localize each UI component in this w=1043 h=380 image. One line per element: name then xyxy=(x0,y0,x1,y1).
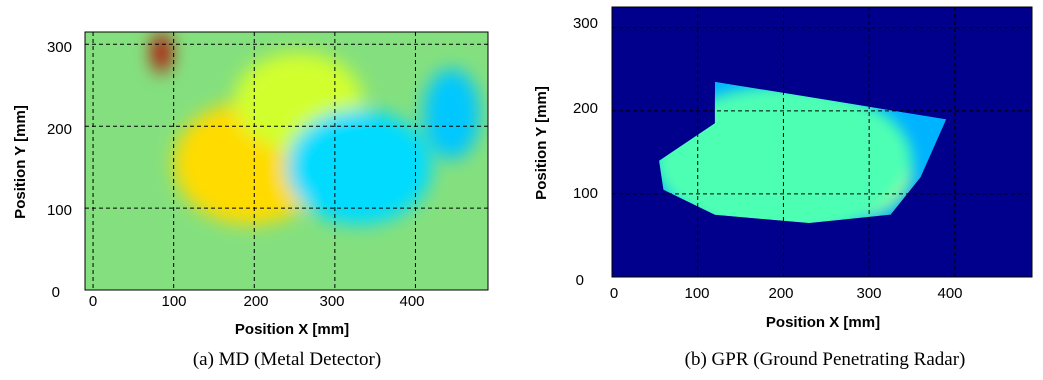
gpr-xtick-0: 0 xyxy=(610,285,618,302)
md-ytick-100: 100 xyxy=(47,202,72,219)
gpr-ytick-0: 0 xyxy=(576,272,584,289)
gpr-xtick-200: 200 xyxy=(768,285,793,302)
gpr-xtick-300: 300 xyxy=(856,285,881,302)
gpr-blobs xyxy=(659,85,913,223)
gpr-blob-2 xyxy=(659,85,913,223)
gpr-grid xyxy=(612,7,1032,277)
gpr-ytick-100: 100 xyxy=(573,185,598,202)
md-ytick-300: 300 xyxy=(47,39,72,56)
gpr-xtick-100: 100 xyxy=(684,285,709,302)
panel-md: 300 200 100 0 0 100 200 300 400 Position… xyxy=(12,31,489,370)
md-xtick-400: 400 xyxy=(399,293,424,310)
md-blob-4 xyxy=(286,109,432,225)
panel-gpr: 300 200 100 0 0 100 200 300 400 Position… xyxy=(533,6,1033,370)
gpr-field xyxy=(659,81,947,223)
md-xtick-0: 0 xyxy=(89,293,97,310)
gpr-frame xyxy=(611,6,1033,278)
md-xtick-200: 200 xyxy=(243,293,268,310)
md-y-axis-label: Position Y [mm] xyxy=(12,105,29,219)
md-field xyxy=(151,32,480,225)
md-blob-5 xyxy=(423,68,480,159)
gpr-y-axis-label: Position Y [mm] xyxy=(533,86,550,200)
gpr-ytick-300: 300 xyxy=(573,15,598,32)
md-caption: (a) MD (Metal Detector) xyxy=(193,349,381,370)
gpr-region xyxy=(659,81,947,223)
md-xtick-300: 300 xyxy=(319,293,344,310)
md-blob-6 xyxy=(151,32,172,73)
md-ytick-200: 200 xyxy=(47,121,72,138)
md-grid xyxy=(85,32,488,290)
gpr-ytick-200: 200 xyxy=(573,100,598,117)
gpr-caption: (b) GPR (Ground Penetrating Radar) xyxy=(685,349,966,370)
md-xtick-100: 100 xyxy=(161,293,186,310)
gpr-xtick-400: 400 xyxy=(937,285,962,302)
gpr-x-axis-label: Position X [mm] xyxy=(766,314,880,331)
md-ytick-0: 0 xyxy=(52,284,60,301)
md-x-axis-label: Position X [mm] xyxy=(235,321,349,338)
md-frame xyxy=(84,31,489,291)
